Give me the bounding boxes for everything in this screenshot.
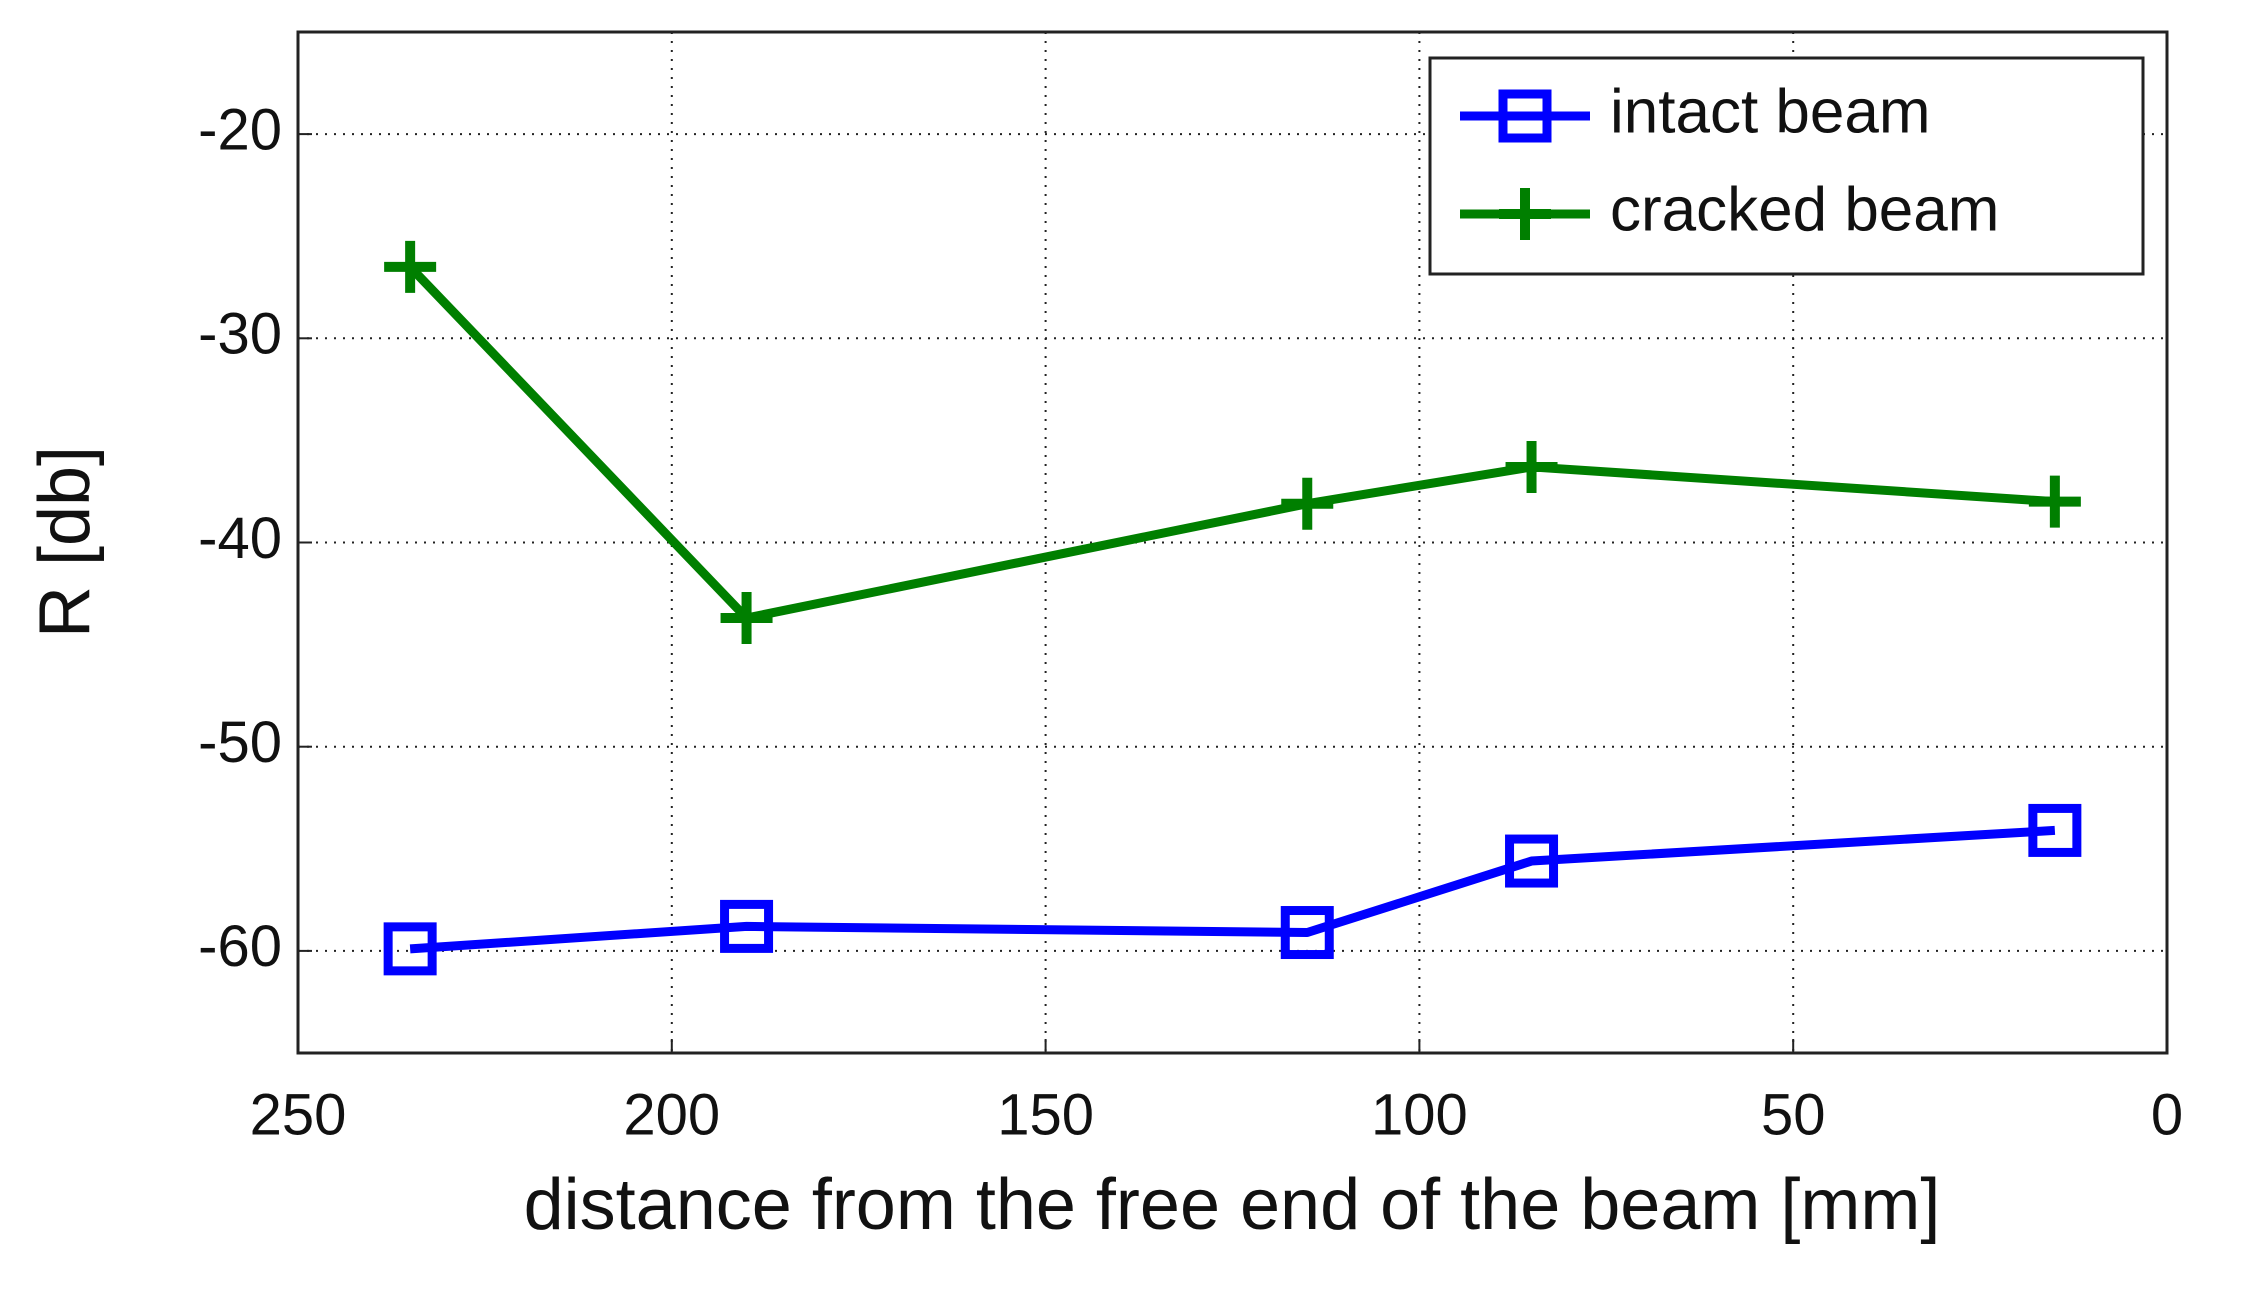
data-point [383,922,437,976]
legend-label: cracked beam [1610,175,1999,244]
x-tick-label: 150 [997,1082,1094,1147]
legend-box [1428,56,2145,276]
legend-label: intact beam [1610,77,1931,146]
plot-frame [296,30,2169,1055]
x-tick-label: 250 [250,1082,347,1147]
y-tick-label: -30 [198,302,282,367]
y-tick-label: -40 [198,506,282,571]
y-axis-label: R [db] [25,446,105,638]
data-point [1505,440,1558,493]
data-point [720,592,773,645]
legend-marker [1499,188,1551,240]
y-tick-label: -50 [198,710,282,775]
data-point [2028,475,2081,528]
y-tick-label: -60 [198,914,282,979]
x-tick-label: 0 [2151,1082,2183,1147]
data-point [1280,906,1334,960]
x-axis-label: distance from the free end of the beam [… [524,1165,1941,1245]
data-point [1281,477,1334,530]
x-tick-label: 100 [1371,1082,1468,1147]
data-point [2028,803,2082,857]
x-tick-label: 200 [623,1082,720,1147]
data-point [1505,834,1559,888]
data-point [384,240,437,293]
legend-marker [1498,89,1552,143]
series-line [409,825,2056,954]
data-point [720,899,774,953]
x-tick-label: 50 [1761,1082,1826,1147]
y-tick-label: -20 [198,97,282,162]
